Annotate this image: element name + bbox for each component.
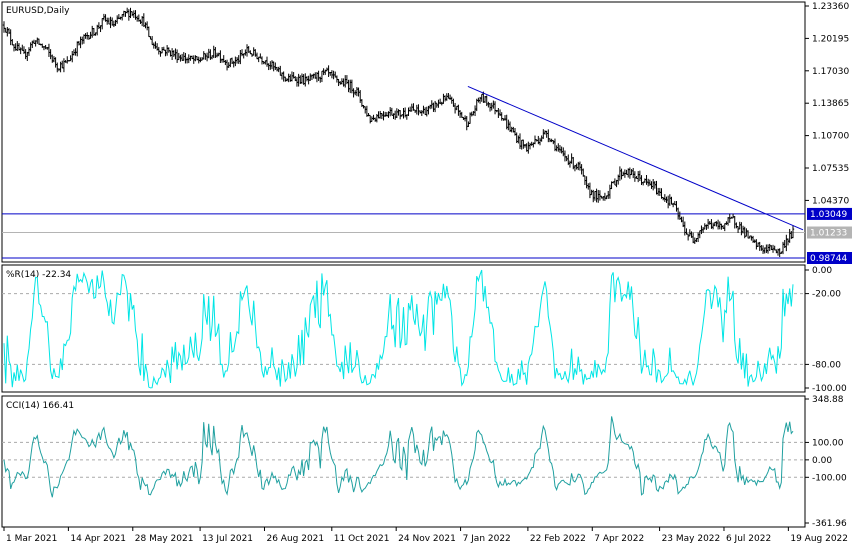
x-tick-label: 1 Mar 2021: [6, 534, 57, 544]
cci-tick-label: -361.96: [812, 519, 847, 529]
x-tick-label: 13 Jul 2021: [202, 534, 253, 544]
x-tick-label: 7 Jan 2022: [463, 534, 511, 544]
wpr-axis: 0.00 -20.00 -80.00 -100.00: [2, 266, 847, 394]
price-tick-label: 1.07535: [812, 164, 849, 174]
wpr-panel: %R(14) -22.34 0.00 -20.00 -80.00 -100.00: [1, 264, 847, 394]
price-panel-title: EURUSD,Daily: [6, 6, 70, 16]
resistance-tag-box: [807, 207, 852, 220]
resistance-tag-label: 1.03049: [810, 210, 847, 220]
x-tick-label: 14 Apr 2021: [70, 534, 126, 544]
x-tick-label: 28 May 2021: [135, 534, 194, 544]
price-tick-label: 1.23360: [812, 2, 849, 12]
x-tick-label: 26 Aug 2021: [266, 534, 324, 544]
x-tick-label: 11 Oct 2021: [334, 534, 390, 544]
x-tick-label: 6 Jul 2022: [726, 534, 771, 544]
price-panel-frame: [1, 1, 806, 263]
wpr-panel-frame: [1, 264, 806, 393]
wpr-tick-label: -100.00: [812, 384, 847, 394]
support-tag-box: [807, 252, 852, 264]
price-tags: 1.03049 1.01233 0.98744: [807, 207, 852, 264]
price-tick-label: 1.13865: [812, 99, 849, 109]
cci-tick-label: -100.00: [812, 473, 847, 483]
x-tick-label: 22 Feb 2022: [530, 534, 586, 544]
price-tick-label: 1.10700: [812, 132, 849, 142]
current-price-tag-label: 1.01233: [810, 229, 847, 239]
cci-panel: CCI(14) 166.41 348.88 100.00 0.00 -100.00 -3…: [1, 395, 847, 529]
cci-panel-frame: [1, 395, 806, 528]
x-tick-label: 19 Aug 2022: [790, 534, 848, 544]
trendline: [467, 86, 804, 231]
price-tick-label: 1.04370: [812, 196, 849, 206]
current-price-tag-box: [807, 226, 852, 239]
wpr-tick-label: -20.00: [812, 290, 841, 300]
wpr-line: [3, 269, 794, 389]
price-tick-label: 1.20195: [812, 34, 849, 44]
price-tick-label: 1.17030: [812, 67, 849, 77]
price-panel: EURUSD,Daily 1.23360 1.20195 1.17030 1.1386…: [1, 1, 852, 264]
x-tick-label: 23 May 2022: [662, 534, 721, 544]
cci-line: [3, 416, 794, 498]
price-bars: [2, 7, 795, 258]
cci-panel-title: CCI(14) 166.41: [6, 401, 74, 411]
cci-tick-label: 0.00: [812, 456, 832, 466]
price-axis: 1.23360 1.20195 1.17030 1.13865 1.10700 1.075…: [2, 2, 849, 259]
cci-tick-label: 100.00: [812, 438, 844, 448]
x-axis: 1 Mar 2021 14 Apr 2021 28 May 2021 13 Jul 2…: [3, 527, 848, 544]
x-tick-label: 7 Apr 2022: [594, 534, 644, 544]
support-tag-label: 0.98744: [810, 254, 847, 264]
wpr-panel-title: %R(14) -22.34: [6, 270, 71, 280]
x-tick-label: 24 Nov 2021: [398, 534, 456, 544]
wpr-tick-label: -80.00: [812, 360, 841, 370]
wpr-tick-label: 0.00: [812, 266, 832, 276]
cci-tick-label: 348.88: [812, 395, 844, 405]
